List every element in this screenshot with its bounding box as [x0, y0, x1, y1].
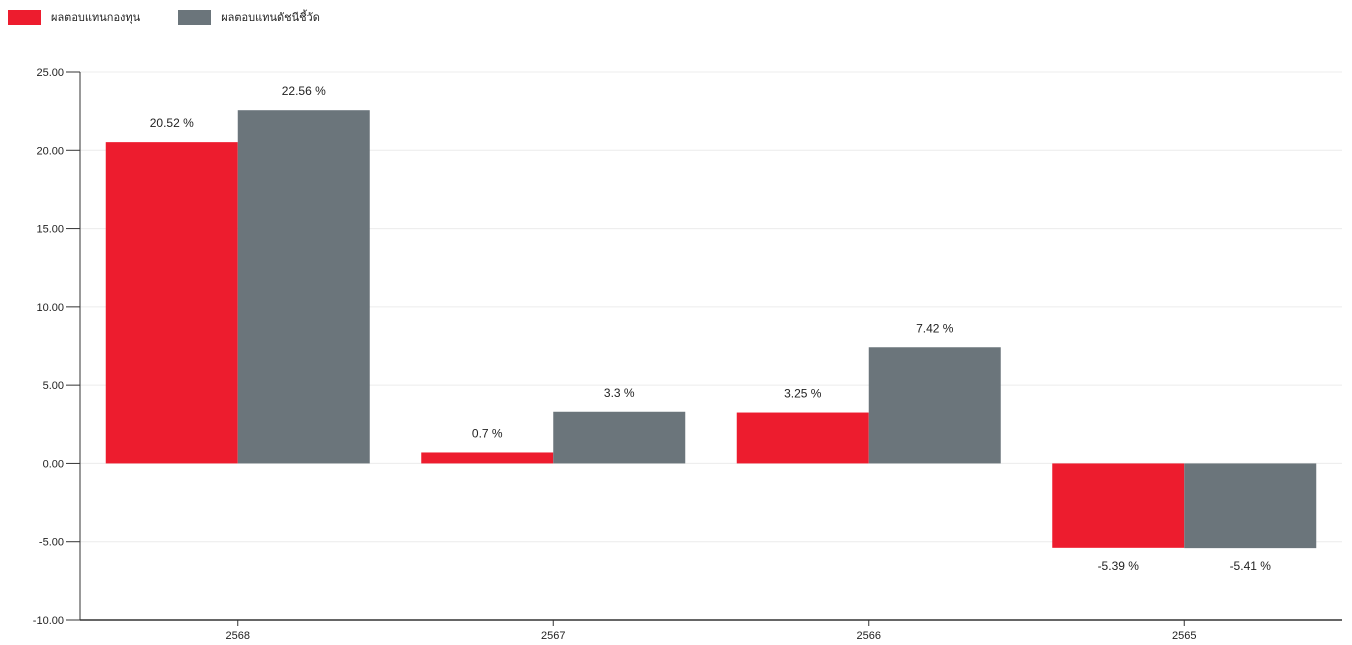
data-labels: 20.52 % 22.56 % 0.7 % 3.3 % 3.25 % 7.42 % -5.3…	[150, 84, 1272, 573]
legend-swatch-benchmark	[178, 9, 212, 25]
legend-label-benchmark: ผลตอบแทนดัชนีชี้วัด	[221, 12, 320, 24]
data-label: -5.41 %	[1230, 559, 1272, 573]
data-label: -5.39 %	[1098, 559, 1140, 573]
data-label: 22.56 %	[282, 84, 326, 98]
y-axis: 25.00 20.00 15.00 10.00 5.00 0.00 -5.00 -10.00	[33, 67, 81, 627]
bar-fund	[421, 452, 554, 464]
data-label: 0.7 %	[472, 426, 503, 440]
bar-fund	[736, 412, 869, 464]
data-label: 3.25 %	[784, 387, 822, 401]
y-tick-label: 10.00	[36, 302, 64, 314]
y-tick-label: 15.00	[36, 224, 64, 236]
bars	[105, 110, 1317, 549]
bar-benchmark	[553, 411, 686, 464]
data-label: 3.3 %	[604, 386, 635, 400]
legend-swatch-fund	[8, 9, 41, 25]
bar-fund	[105, 142, 238, 464]
y-tick-label: 20.00	[36, 145, 64, 157]
data-label: 7.42 %	[916, 321, 954, 335]
y-tick-label: 5.00	[43, 380, 64, 392]
bar-benchmark	[237, 110, 370, 464]
x-tick-label: 2566	[857, 630, 881, 642]
x-axis: 2568 2567 2566 2565	[226, 620, 1196, 642]
legend-item-fund: ผลตอบแทนกองทุน	[8, 8, 140, 26]
bar-benchmark	[1184, 463, 1317, 549]
legend-item-benchmark: ผลตอบแทนดัชนีชี้วัด	[178, 8, 320, 26]
y-tick-label: 0.00	[43, 458, 64, 470]
legend-label-fund: ผลตอบแทนกองทุน	[51, 12, 141, 24]
x-tick-label: 2565	[1172, 630, 1196, 642]
x-tick-label: 2567	[541, 630, 565, 642]
bar-benchmark	[868, 347, 1001, 464]
x-tick-label: 2568	[226, 630, 250, 642]
bar-fund	[1052, 463, 1185, 548]
legend: ผลตอบแทนกองทุน ผลตอบแทนดัชนีชี้วัด	[8, 8, 320, 26]
data-label: 20.52 %	[150, 116, 194, 130]
y-tick-label: -10.00	[33, 615, 64, 627]
y-tick-label: -5.00	[39, 537, 64, 549]
y-tick-label: 25.00	[36, 67, 64, 79]
